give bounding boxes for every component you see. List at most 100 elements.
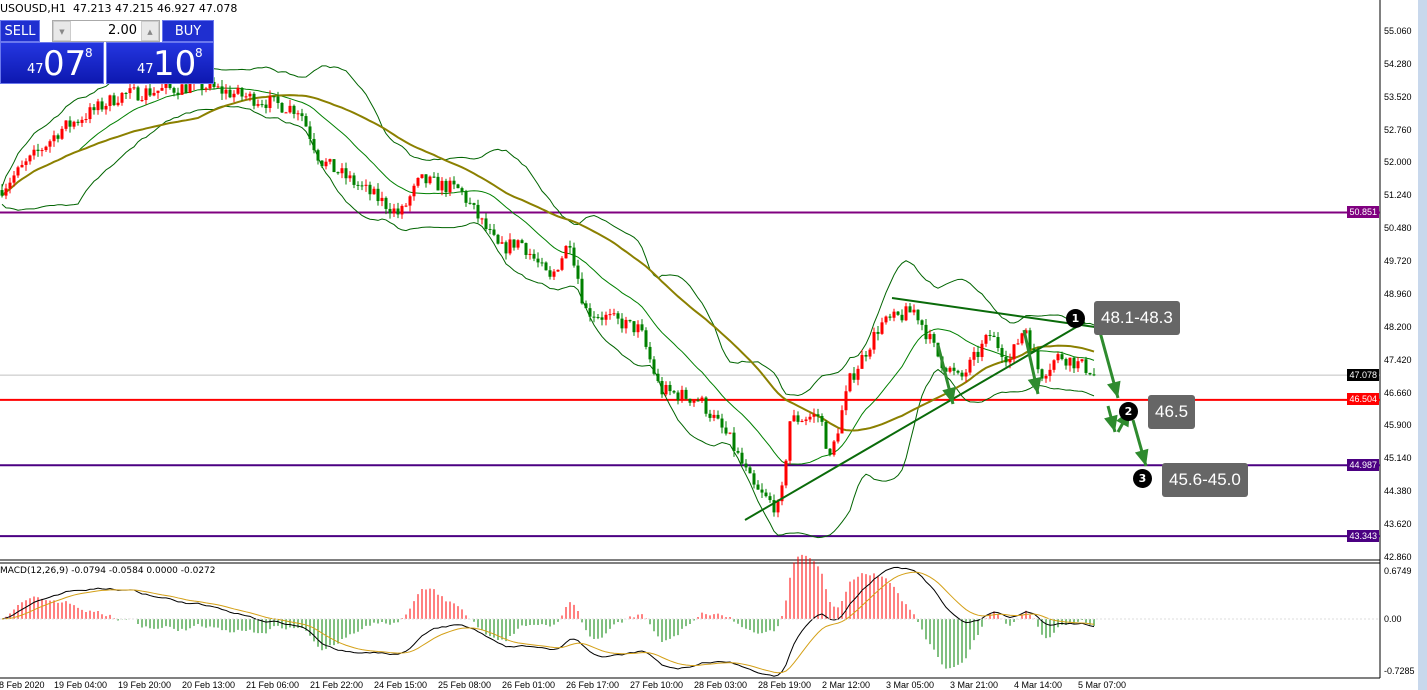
- candle-body: [564, 245, 568, 259]
- candle: [20, 160, 24, 168]
- candle-body: [412, 185, 416, 197]
- time-tick: 2 Mar 12:00: [822, 680, 871, 690]
- candle-body: [680, 389, 684, 401]
- candle-body: [336, 172, 340, 174]
- candle: [804, 416, 808, 426]
- candle-body: [0, 190, 4, 196]
- candle: [776, 499, 780, 518]
- candle: [172, 86, 176, 97]
- buy-price-prefix: 47: [137, 62, 154, 77]
- candle-body: [756, 484, 760, 490]
- candle: [600, 311, 604, 326]
- candle: [108, 94, 112, 112]
- projection-arrow-2a: [1104, 405, 1118, 433]
- candle-body: [240, 88, 244, 97]
- candle: [884, 315, 888, 325]
- candle: [860, 349, 864, 369]
- buy-price-big: 10: [153, 44, 197, 84]
- candle: [472, 202, 476, 210]
- candle: [16, 165, 20, 178]
- candle-body: [320, 160, 324, 167]
- candle-body: [268, 96, 272, 108]
- candle-body: [852, 373, 856, 380]
- candle: [224, 84, 228, 100]
- sell-button[interactable]: SELL: [0, 20, 40, 42]
- candle: [636, 320, 640, 338]
- candle-body: [444, 180, 448, 193]
- candle: [904, 302, 908, 322]
- lot-input[interactable]: 2.00: [108, 23, 137, 38]
- candle: [512, 239, 516, 251]
- candle-body: [724, 427, 728, 434]
- candle: [312, 132, 316, 154]
- candle-body: [632, 321, 636, 333]
- sell-price-button[interactable]: 47 07 8: [0, 42, 104, 84]
- candle: [668, 381, 672, 396]
- candle-body: [844, 391, 848, 411]
- candle-body: [220, 86, 224, 94]
- candle-body: [144, 88, 148, 101]
- candle-body: [920, 320, 924, 325]
- candle-body: [568, 245, 572, 248]
- current-price-tag: 47.078: [1347, 369, 1379, 381]
- candle: [104, 103, 108, 115]
- candle-body: [364, 184, 368, 186]
- price-tick: 45.140: [1384, 453, 1412, 464]
- candle: [624, 316, 628, 334]
- time-tick: 27 Feb 10:00: [630, 680, 684, 690]
- candle: [380, 191, 384, 207]
- annotation-number-2: 2: [1119, 402, 1138, 421]
- candle: [408, 194, 412, 212]
- candle-body: [324, 161, 328, 167]
- candle-body: [884, 316, 888, 323]
- candle-body: [284, 112, 288, 114]
- candle-body: [156, 90, 160, 93]
- candle-body: [176, 92, 180, 95]
- candle-body: [528, 253, 532, 255]
- candle: [772, 494, 776, 517]
- sell-price-prefix: 47: [27, 62, 44, 77]
- candle-body: [532, 253, 536, 259]
- candle-body: [252, 93, 256, 106]
- candle-body: [876, 331, 880, 334]
- candle-body: [1092, 374, 1096, 376]
- lot-decrease-icon[interactable]: ▼: [53, 21, 71, 41]
- candle: [732, 427, 736, 457]
- candle-body: [28, 155, 32, 162]
- candle: [468, 197, 472, 205]
- candle: [796, 411, 800, 425]
- candle-body: [332, 159, 336, 173]
- candle: [840, 405, 844, 434]
- annotation-label-3: 45.6-45.0: [1162, 463, 1248, 497]
- candle-body: [472, 203, 476, 205]
- candle-body: [480, 218, 484, 220]
- candle-body: [76, 121, 80, 123]
- candle: [644, 327, 648, 350]
- candle-body: [236, 88, 240, 94]
- scrollbar[interactable]: [1418, 0, 1427, 690]
- candle: [124, 92, 128, 100]
- lot-increase-icon[interactable]: ▲: [141, 21, 159, 41]
- candle: [1020, 332, 1024, 346]
- candle-body: [684, 389, 688, 399]
- buy-price-button[interactable]: 47 10 8: [106, 42, 214, 84]
- candle-body: [864, 354, 868, 357]
- bollinger-lower: [1, 105, 1095, 539]
- annotation-number-1: 1: [1066, 309, 1085, 328]
- candle-body: [316, 150, 320, 161]
- candle: [780, 481, 784, 506]
- candle: [712, 409, 716, 422]
- candle: [56, 133, 60, 143]
- candle-body: [428, 176, 432, 184]
- lot-stepper[interactable]: ▼ 2.00 ▲: [52, 20, 160, 42]
- candle-body: [668, 384, 672, 392]
- candle: [540, 257, 544, 267]
- candle-body: [340, 168, 344, 174]
- candle: [120, 92, 124, 106]
- candle: [608, 308, 612, 320]
- candle: [1088, 372, 1092, 376]
- buy-button[interactable]: BUY: [162, 20, 214, 42]
- candle-body: [1012, 344, 1016, 360]
- candle: [1016, 338, 1020, 345]
